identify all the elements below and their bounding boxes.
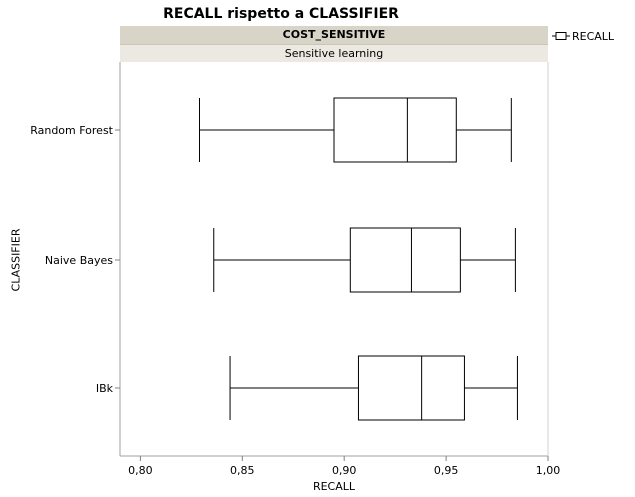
iqr-box [349,227,461,293]
x-tick-label: 0,95 [434,464,459,477]
panel-header: COST_SENSITIVE [120,26,548,45]
category-label: Naive Bayes [45,254,113,267]
category-label: Random Forest [30,124,113,137]
category-label: IBk [96,382,114,395]
iqr-box [357,355,465,421]
legend: RECALL [552,28,614,44]
panel-subheader: Sensitive learning [120,45,548,62]
x-tick-label: 0,85 [230,464,255,477]
iqr-box [333,97,457,163]
x-tick-label: 0,80 [128,464,153,477]
x-tick-label: 0,90 [332,464,357,477]
box-legend-icon [552,32,570,40]
x-axis-title: RECALL [312,480,356,493]
chart-title: RECALL rispetto a CLASSIFIER [163,6,399,22]
legend-label: RECALL [572,29,615,43]
x-tick-label: 1,00 [536,464,561,477]
